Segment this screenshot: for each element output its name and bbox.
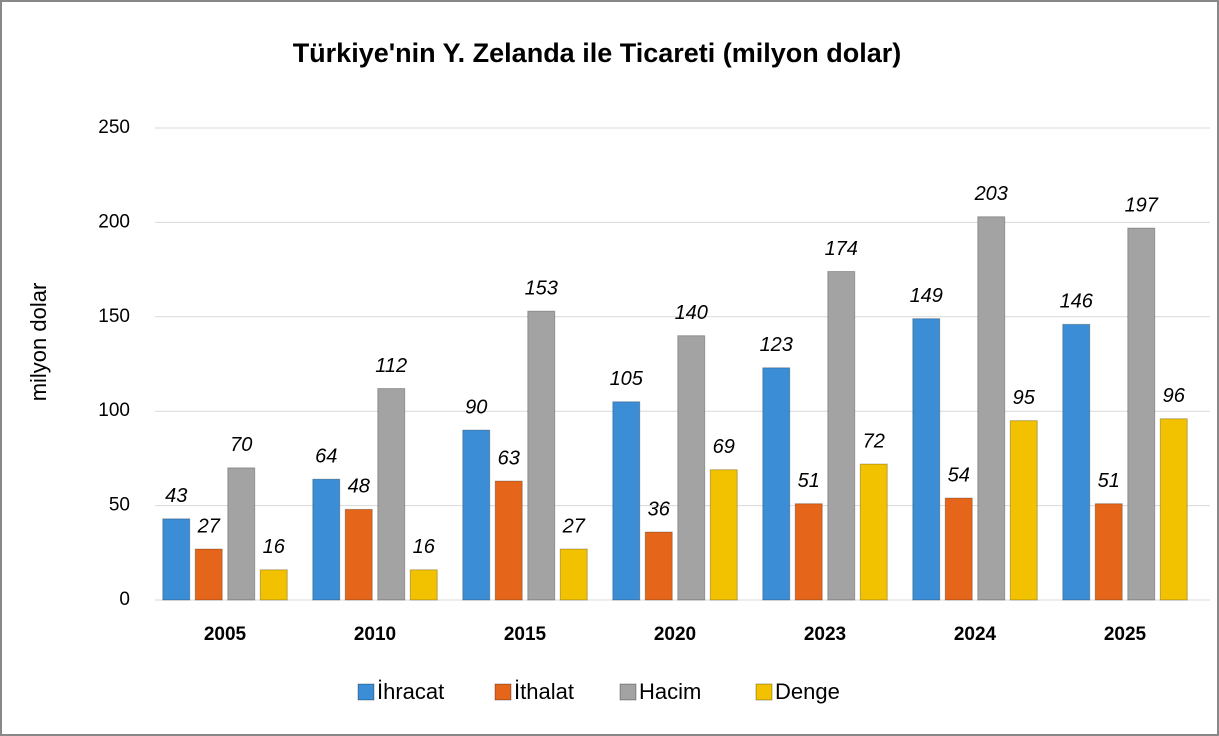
bar xyxy=(762,367,791,601)
bar xyxy=(1094,503,1123,601)
x-tick-label: 2015 xyxy=(504,624,547,645)
legend-swatch xyxy=(619,683,637,701)
bar xyxy=(644,531,673,601)
bar xyxy=(1062,323,1091,601)
bar xyxy=(827,270,856,601)
y-axis-label: milyon dolar xyxy=(26,283,51,402)
data-label: 105 xyxy=(610,368,644,390)
x-tick-label: 2010 xyxy=(354,624,396,645)
bar xyxy=(709,469,738,601)
data-label: 43 xyxy=(165,485,187,507)
data-label: 197 xyxy=(1125,194,1159,216)
bar xyxy=(677,335,706,601)
bar xyxy=(559,548,588,601)
bar xyxy=(1127,227,1156,601)
data-label: 27 xyxy=(562,515,586,537)
x-tick-label: 2020 xyxy=(654,624,696,645)
bar xyxy=(612,401,641,601)
data-label: 51 xyxy=(1098,470,1120,492)
data-label: 123 xyxy=(760,334,793,356)
legend-label: Denge xyxy=(775,679,840,704)
legend-label: Hacim xyxy=(639,679,701,704)
data-label: 16 xyxy=(263,536,286,558)
bar xyxy=(462,429,491,601)
bar xyxy=(912,318,941,601)
bar xyxy=(494,480,523,601)
chart-title: Türkiye'nin Y. Zelanda ile Ticareti (mil… xyxy=(293,38,902,68)
bar xyxy=(259,569,288,601)
data-label: 16 xyxy=(413,536,436,558)
bar xyxy=(977,216,1006,601)
y-tick-label: 200 xyxy=(98,211,130,232)
data-label: 96 xyxy=(1163,385,1186,407)
y-tick-label: 50 xyxy=(109,495,130,516)
legend-swatch xyxy=(755,683,773,701)
bar xyxy=(162,518,191,601)
data-label: 140 xyxy=(675,302,708,324)
data-label: 70 xyxy=(230,434,252,456)
data-label: 36 xyxy=(648,498,671,520)
data-label: 27 xyxy=(197,515,221,537)
legend-swatch xyxy=(357,683,375,701)
bar xyxy=(377,388,406,601)
data-label: 153 xyxy=(525,277,558,299)
bar xyxy=(527,310,556,601)
bar xyxy=(227,467,256,601)
data-label: 48 xyxy=(348,476,370,498)
bar xyxy=(1009,420,1038,601)
x-tick-label: 2005 xyxy=(204,624,247,645)
bar xyxy=(344,508,373,601)
x-tick-label: 2023 xyxy=(804,624,846,645)
data-label: 54 xyxy=(948,464,970,486)
data-label: 112 xyxy=(375,355,407,377)
x-tick-label: 2024 xyxy=(954,624,997,645)
y-tick-label: 0 xyxy=(119,589,130,610)
legend-label: İthalat xyxy=(514,679,574,704)
bar xyxy=(194,548,223,601)
y-tick-label: 100 xyxy=(98,400,130,421)
bar xyxy=(859,463,888,601)
legend-swatch xyxy=(494,683,512,701)
data-label: 64 xyxy=(315,445,337,467)
data-label: 95 xyxy=(1013,387,1036,409)
data-label: 69 xyxy=(713,436,735,458)
bar xyxy=(312,478,341,601)
legend-label: İhracat xyxy=(377,679,444,704)
data-label: 90 xyxy=(465,396,487,418)
y-tick-label: 150 xyxy=(98,306,130,327)
data-label: 146 xyxy=(1060,291,1094,313)
x-tick-label: 2025 xyxy=(1104,624,1147,645)
data-label: 63 xyxy=(498,447,520,469)
bar xyxy=(1159,418,1188,601)
data-label: 72 xyxy=(863,430,885,452)
data-label: 174 xyxy=(825,238,858,260)
data-label: 203 xyxy=(974,183,1008,205)
bar xyxy=(409,569,438,601)
y-tick-label: 250 xyxy=(98,117,130,138)
data-label: 149 xyxy=(910,285,943,307)
data-label: 51 xyxy=(798,470,820,492)
bar xyxy=(794,503,823,601)
bar xyxy=(944,497,973,601)
